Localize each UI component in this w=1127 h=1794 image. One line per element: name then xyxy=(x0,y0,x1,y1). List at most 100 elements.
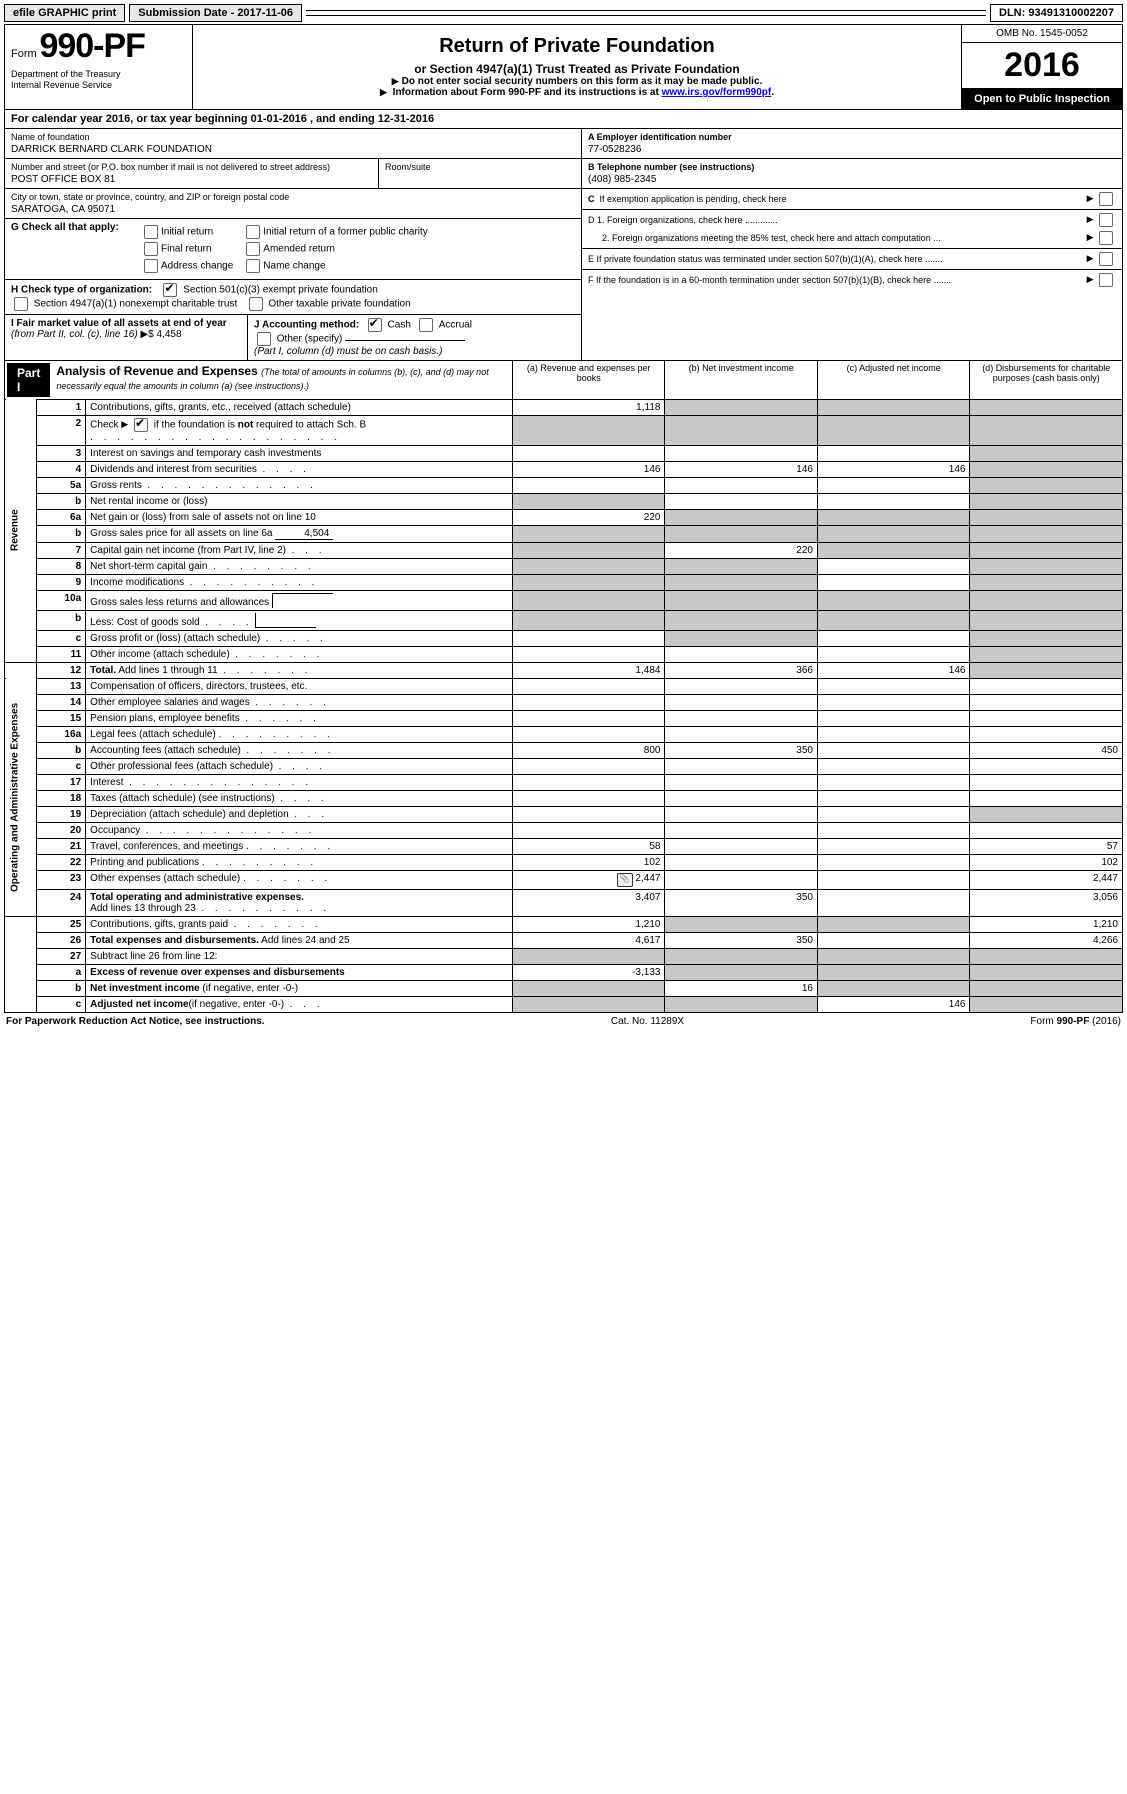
checkbox-final-return[interactable] xyxy=(144,242,158,256)
foundation-name: DARRICK BERNARD CLARK FOUNDATION xyxy=(11,144,575,155)
line-num: 1 xyxy=(36,399,85,415)
checkbox-other-taxable[interactable] xyxy=(249,297,263,311)
line-desc: Gross rents . . . . . . . . . . . . . xyxy=(86,477,513,493)
line-num: 21 xyxy=(36,838,85,854)
line-num: 24 xyxy=(36,889,85,916)
catalog-number: Cat. No. 11289X xyxy=(611,1016,684,1027)
arrow-icon xyxy=(1087,274,1094,284)
line-num: 2 xyxy=(36,415,85,445)
expenses-side-label: Operating and Administrative Expenses xyxy=(5,678,37,916)
line-num: 26 xyxy=(36,932,85,948)
checkbox-cash[interactable] xyxy=(368,318,382,332)
col-c-header: (c) Adjusted net income xyxy=(817,360,970,399)
paperwork-notice: For Paperwork Reduction Act Notice, see … xyxy=(6,1016,265,1027)
line-desc: Other employee salaries and wages . . . … xyxy=(86,694,513,710)
line-num: 8 xyxy=(36,558,85,574)
attachment-icon[interactable]: 📎 xyxy=(617,873,633,887)
submission-date: Submission Date - 2017-11-06 xyxy=(129,4,302,22)
fair-market-value: 4,458 xyxy=(157,329,182,340)
checkbox-accrual[interactable] xyxy=(419,318,433,332)
part-i-title: Analysis of Revenue and Expenses xyxy=(56,364,257,378)
line-desc: Dividends and interest from securities .… xyxy=(86,461,513,477)
checkbox-501c3[interactable] xyxy=(163,283,177,297)
checkbox-other-method[interactable] xyxy=(257,332,271,346)
line-desc: Interest on savings and temporary cash i… xyxy=(86,445,513,461)
arrow-icon xyxy=(1087,253,1094,263)
opt-final-return: Final return xyxy=(161,243,212,254)
checkbox-f[interactable] xyxy=(1099,273,1113,287)
line-desc: Subtract line 26 from line 12: xyxy=(86,948,513,964)
omb-number: OMB No. 1545-0052 xyxy=(962,25,1122,43)
j-label: J Accounting method: xyxy=(254,319,359,330)
checkbox-e[interactable] xyxy=(1099,252,1113,266)
line-num: 10a xyxy=(36,590,85,610)
arrow-icon xyxy=(380,87,390,98)
checkbox-c[interactable] xyxy=(1099,192,1113,206)
line-desc: Legal fees (attach schedule) . . . . . .… xyxy=(86,726,513,742)
line-desc: Printing and publications . . . . . . . … xyxy=(86,854,513,870)
opt-cash: Cash xyxy=(388,319,411,330)
checkbox-4947a1[interactable] xyxy=(14,297,28,311)
line-num: 18 xyxy=(36,790,85,806)
line-desc: Total operating and administrative expen… xyxy=(86,889,513,916)
part-i-label: Part I xyxy=(7,363,50,397)
opt-accrual: Accrual xyxy=(439,319,472,330)
line-desc: Total expenses and disbursements. Add li… xyxy=(86,932,513,948)
checkbox-d1[interactable] xyxy=(1099,213,1113,227)
j-note: (Part I, column (d) must be on cash basi… xyxy=(254,346,442,357)
line-desc: Capital gain net income (from Part IV, l… xyxy=(86,542,513,558)
line-num: 23 xyxy=(36,870,85,889)
checkbox-d2[interactable] xyxy=(1099,231,1113,245)
line-desc: Compensation of officers, directors, tru… xyxy=(86,678,513,694)
arrow-icon xyxy=(1087,214,1094,224)
line-desc: Accounting fees (attach schedule) . . . … xyxy=(86,742,513,758)
efile-button[interactable]: efile GRAPHIC print xyxy=(4,4,125,22)
opt-amended: Amended return xyxy=(263,243,335,254)
line-num: b xyxy=(36,742,85,758)
city-state-zip: SARATOGA, CA 95071 xyxy=(11,204,575,215)
line-num: 27 xyxy=(36,948,85,964)
line-num: 15 xyxy=(36,710,85,726)
i-arrow: ▶$ xyxy=(140,329,153,340)
line-desc: Depreciation (attach schedule) and deple… xyxy=(86,806,513,822)
d1-text: D 1. Foreign organizations, check here .… xyxy=(588,215,778,225)
instructions-link[interactable]: www.irs.gov/form990pf xyxy=(662,87,772,98)
open-to-public: Open to Public Inspection xyxy=(962,89,1122,109)
cell-a: 1,118 xyxy=(512,399,665,415)
line-num: 13 xyxy=(36,678,85,694)
name-label: Name of foundation xyxy=(11,132,575,142)
irs-label: Internal Revenue Service xyxy=(11,80,186,91)
calendar-year-line: For calendar year 2016, or tax year begi… xyxy=(4,109,1123,128)
form-subtitle: or Section 4947(a)(1) Trust Treated as P… xyxy=(203,62,951,76)
checkbox-address-change[interactable] xyxy=(144,259,158,273)
line-desc: Interest . . . . . . . . . . . . . . xyxy=(86,774,513,790)
page-footer: For Paperwork Reduction Act Notice, see … xyxy=(4,1013,1123,1030)
line-num: 6a xyxy=(36,509,85,525)
address-label: Number and street (or P.O. box number if… xyxy=(11,162,372,172)
line-num: b xyxy=(36,493,85,509)
checkbox-sch-b[interactable] xyxy=(134,418,148,432)
opt-501c3: Section 501(c)(3) exempt private foundat… xyxy=(183,284,378,295)
form-prefix: Form xyxy=(11,48,37,60)
checkbox-amended[interactable] xyxy=(246,242,260,256)
cell-c xyxy=(817,399,970,415)
arrow-icon xyxy=(1087,193,1094,203)
i-label-b: (from Part II, col. (c), line 16) xyxy=(11,329,138,340)
g-label: G Check all that apply: xyxy=(11,222,119,233)
line-desc: Income modifications . . . . . . . . . . xyxy=(86,574,513,590)
line-desc: Contributions, gifts, grants, etc., rece… xyxy=(86,399,513,415)
line-num: 22 xyxy=(36,854,85,870)
line-num: c xyxy=(36,996,85,1012)
form-header: Form 990-PF Department of the Treasury I… xyxy=(4,24,1123,109)
checkbox-initial-return[interactable] xyxy=(144,225,158,239)
opt-initial-return: Initial return xyxy=(161,226,213,237)
cell-d xyxy=(970,399,1123,415)
line-num: 20 xyxy=(36,822,85,838)
line-desc: Gross sales price for all assets on line… xyxy=(86,525,513,542)
checkbox-name-change[interactable] xyxy=(246,259,260,273)
room-label: Room/suite xyxy=(385,162,575,172)
line-num: 14 xyxy=(36,694,85,710)
col-d-header: (d) Disbursements for charitable purpose… xyxy=(970,360,1123,399)
info-text: Information about Form 990-PF and its in… xyxy=(393,87,662,98)
checkbox-initial-former[interactable] xyxy=(246,225,260,239)
